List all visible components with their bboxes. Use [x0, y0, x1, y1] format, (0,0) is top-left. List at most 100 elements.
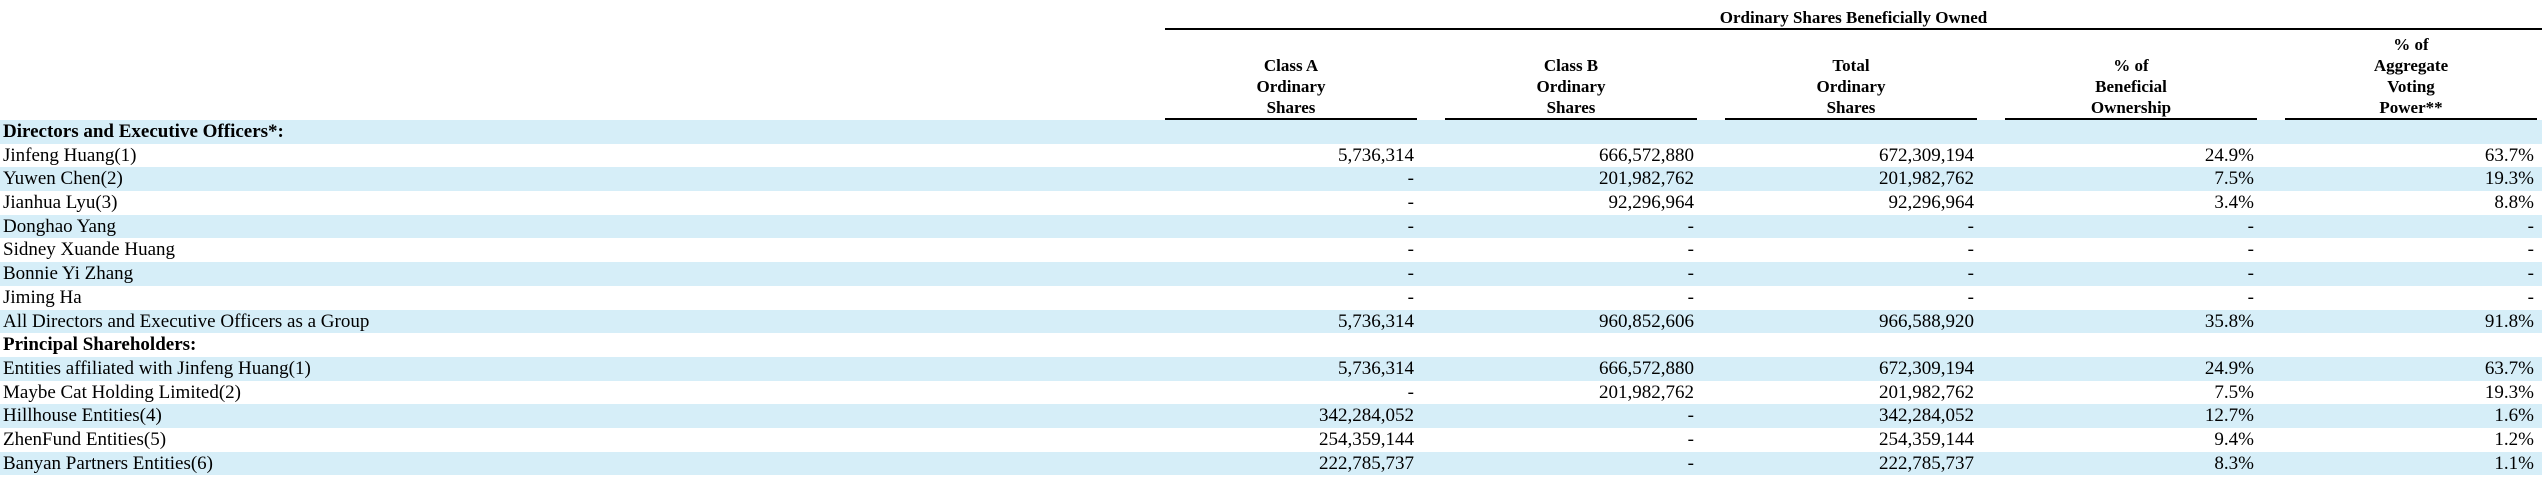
section-header-row: Directors and Executive Officers*: — [0, 120, 2542, 144]
table-row: ZhenFund Entities(5) 254,359,144 - 254,359,… — [0, 428, 2542, 452]
cell-class-a-shares: 5,736,314 — [1338, 144, 1414, 166]
cell-beneficial-ownership: - — [2247, 263, 2254, 285]
cell-class-a-shares: 342,284,052 — [1319, 405, 1414, 427]
shareholder-name: Maybe Cat Holding Limited(2) — [3, 381, 241, 403]
table-body: Directors and Executive Officers*: Jinfen… — [0, 120, 2542, 476]
section-title: Directors and Executive Officers*: — [3, 121, 284, 142]
table-row: All Directors and Executive Officers as … — [0, 309, 2542, 334]
cell-voting-power: - — [2527, 215, 2534, 237]
column-header-line: Ordinary — [1536, 77, 1606, 96]
cell-beneficial-ownership: 7.5% — [2214, 168, 2254, 190]
column-header-line: Class A — [1263, 56, 1319, 75]
column-header-line: Aggregate — [2373, 56, 2449, 75]
column-header-line: Voting — [2387, 77, 2435, 96]
cell-class-a-shares: - — [1407, 381, 1414, 403]
cell-voting-power: 19.3% — [2484, 168, 2534, 190]
table-row: Yuwen Chen(2) - 201,982,762 201,982,762 7.5%… — [0, 167, 2542, 192]
shareholder-name: Entities affiliated with Jinfeng Huang(1… — [3, 357, 311, 379]
column-header-voting-power: % of Aggregate Voting Power** — [2285, 30, 2537, 120]
cell-class-b-shares: - — [1687, 215, 1694, 237]
shareholder-name: Banyan Partners Entities(6) — [3, 452, 214, 474]
cell-beneficial-ownership: - — [2247, 215, 2254, 237]
column-header-line: Power** — [2379, 98, 2443, 117]
cell-beneficial-ownership: 12.7% — [2204, 405, 2254, 427]
shareholder-name: ZhenFund Entities(5) — [3, 428, 167, 450]
column-header-line: Ownership — [2090, 98, 2172, 117]
section-title: Principal Shareholders: — [3, 334, 197, 356]
cell-total-shares: - — [1967, 239, 1974, 261]
table-row: Bonnie Yi Zhang - - - - - — [0, 262, 2542, 286]
cell-class-a-shares: - — [1407, 192, 1414, 214]
cell-class-b-shares: 201,982,762 — [1599, 168, 1694, 190]
shareholder-name: Sidney Xuande Huang — [3, 239, 176, 261]
cell-class-b-shares: 92,296,964 — [1608, 192, 1695, 214]
cell-beneficial-ownership: 8.3% — [2214, 452, 2254, 474]
table-row: Sidney Xuande Huang - - - - - — [0, 238, 2542, 262]
cell-beneficial-ownership: 7.5% — [2214, 381, 2254, 403]
cell-voting-power: - — [2527, 239, 2534, 261]
column-header-line: Shares — [1266, 98, 1316, 117]
column-header-line: Total — [1832, 56, 1870, 75]
cell-class-a-shares: 254,359,144 — [1319, 428, 1414, 450]
cell-beneficial-ownership: - — [2247, 239, 2254, 261]
shareholder-name: Donghao Yang — [3, 215, 116, 237]
super-header-ordinary-shares: Ordinary Shares Beneficially Owned — [1165, 6, 2542, 30]
table-row: Jiming Ha - - - - - — [0, 286, 2542, 310]
table-row: Banyan Partners Entities(6) 222,785,737 - 2… — [0, 451, 2542, 476]
cell-total-shares: - — [1967, 215, 1974, 237]
cell-class-a-shares: 5,736,314 — [1338, 357, 1414, 379]
table-row: Maybe Cat Holding Limited(2) - 201,982,762… — [0, 381, 2542, 405]
cell-total-shares: 201,982,762 — [1879, 168, 1974, 190]
cell-voting-power: 1.6% — [2494, 405, 2534, 427]
cell-class-b-shares: - — [1687, 428, 1694, 450]
cell-class-a-shares: 5,736,314 — [1338, 310, 1414, 332]
cell-total-shares: 342,284,052 — [1879, 405, 1974, 427]
cell-class-a-shares: - — [1407, 215, 1414, 237]
table-row: Hillhouse Entities(4) 342,284,052 - 342,284… — [0, 404, 2542, 428]
cell-total-shares: 672,309,194 — [1879, 144, 1974, 166]
cell-total-shares: 92,296,964 — [1888, 192, 1975, 214]
column-header-line: Class B — [1543, 56, 1599, 75]
shareholder-name: Jinfeng Huang(1) — [3, 144, 137, 166]
cell-voting-power: 1.2% — [2494, 428, 2534, 450]
cell-beneficial-ownership: 24.9% — [2204, 357, 2254, 379]
cell-class-b-shares: - — [1687, 405, 1694, 427]
cell-total-shares: 254,359,144 — [1879, 428, 1974, 450]
table-row: Donghao Yang - - - - - — [0, 214, 2542, 239]
cell-total-shares: 222,785,737 — [1879, 452, 1974, 474]
cell-beneficial-ownership: - — [2247, 286, 2254, 308]
cell-class-a-shares: - — [1407, 168, 1414, 190]
column-header-beneficial-ownership: % of Beneficial Ownership — [2005, 30, 2257, 120]
cell-voting-power: 19.3% — [2484, 381, 2534, 403]
shareholder-name: Hillhouse Entities(4) — [3, 405, 162, 427]
table-row: Jinfeng Huang(1) 5,736,314 666,572,880 672,… — [0, 144, 2542, 168]
cell-voting-power: 91.8% — [2484, 310, 2534, 332]
cell-total-shares: - — [1967, 263, 1974, 285]
cell-class-a-shares: - — [1407, 263, 1414, 285]
column-header-class-b-shares: Class B Ordinary Shares — [1445, 30, 1697, 120]
cell-class-a-shares: - — [1407, 286, 1414, 308]
column-header-line: % of — [2113, 56, 2149, 75]
cell-voting-power: 63.7% — [2484, 144, 2534, 166]
shareholder-name: Jiming Ha — [3, 286, 82, 308]
cell-voting-power: 1.1% — [2494, 452, 2534, 474]
cell-voting-power: - — [2527, 286, 2534, 308]
cell-class-b-shares: - — [1687, 452, 1694, 474]
table-row: Entities affiliated with Jinfeng Huang(1… — [0, 356, 2542, 381]
cell-total-shares: 201,982,762 — [1879, 381, 1974, 403]
column-header-line: Shares — [1546, 98, 1596, 117]
cell-beneficial-ownership: 3.4% — [2214, 192, 2254, 214]
column-header-total-shares: Total Ordinary Shares — [1725, 30, 1977, 120]
cell-total-shares: 672,309,194 — [1879, 357, 1974, 379]
cell-voting-power: 63.7% — [2484, 357, 2534, 379]
column-header-line: Beneficial — [2095, 77, 2167, 96]
cell-class-b-shares: 666,572,880 — [1599, 357, 1694, 379]
cell-total-shares: - — [1967, 286, 1974, 308]
shareholder-name: Jianhua Lyu(3) — [3, 192, 118, 214]
column-header-line: % of — [2393, 35, 2429, 54]
cell-class-b-shares: - — [1687, 286, 1694, 308]
cell-class-b-shares: 201,982,762 — [1599, 381, 1694, 403]
column-header-line: Ordinary — [1256, 77, 1326, 96]
cell-beneficial-ownership: 24.9% — [2204, 144, 2254, 166]
